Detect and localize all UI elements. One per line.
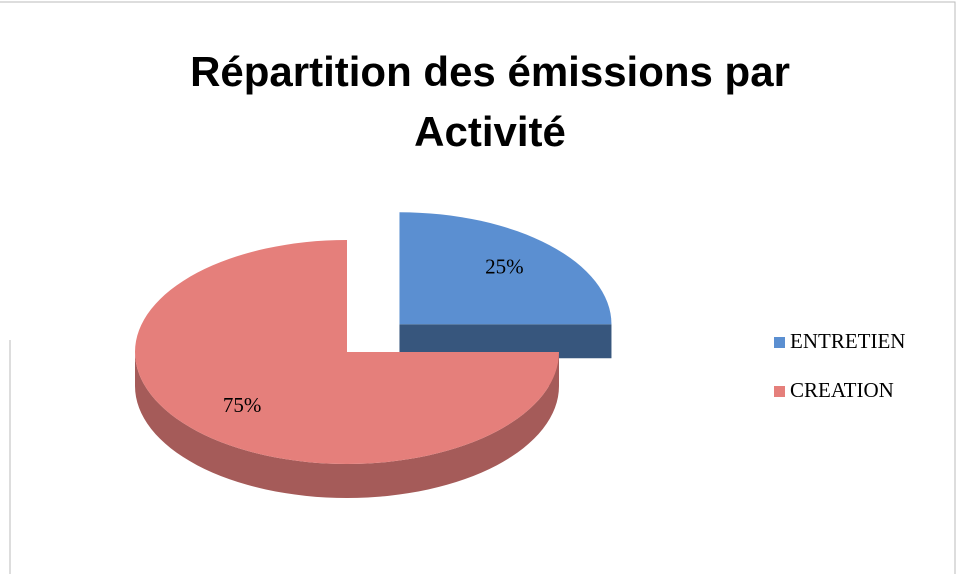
slice-side xyxy=(399,324,612,359)
legend-label: ENTRETIEN xyxy=(790,329,905,353)
data-label: 75% xyxy=(223,393,262,417)
slice xyxy=(399,212,612,325)
legend-swatch xyxy=(774,337,785,348)
legend-label: CREATION xyxy=(790,378,894,402)
legend-swatch xyxy=(774,386,785,397)
slice xyxy=(135,240,559,464)
slice-wall xyxy=(135,352,559,498)
data-label: 25% xyxy=(485,255,524,279)
chart-title: Répartition des émissions par Activité xyxy=(190,48,790,155)
